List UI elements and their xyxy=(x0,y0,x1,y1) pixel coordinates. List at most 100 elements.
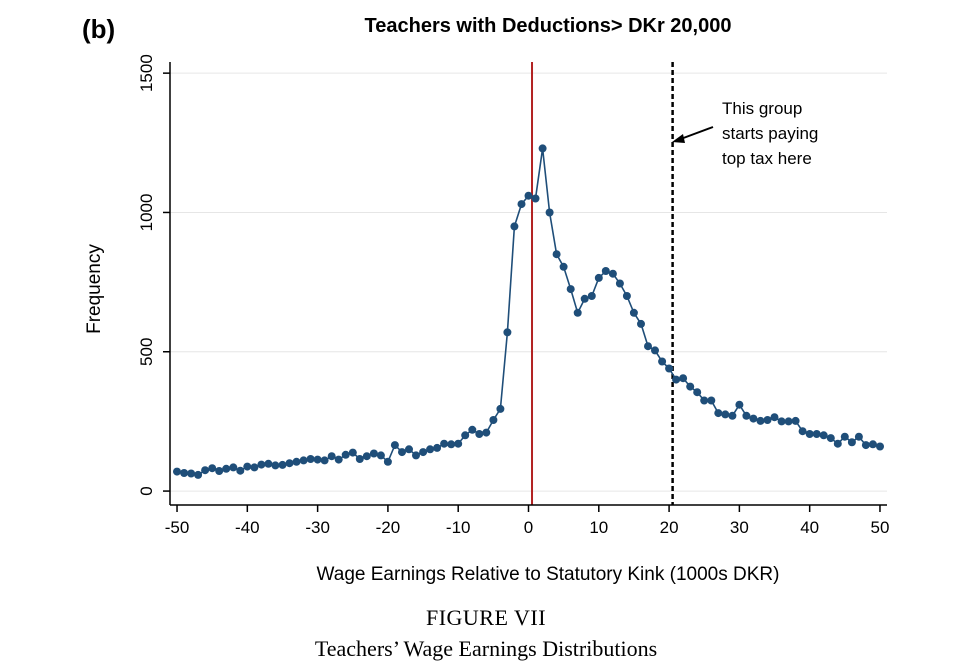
data-point xyxy=(566,285,575,294)
data-point xyxy=(447,440,456,449)
data-point xyxy=(524,191,533,200)
data-point xyxy=(278,460,287,469)
x-tick-label: 30 xyxy=(730,518,749,537)
data-point xyxy=(545,208,554,217)
data-point xyxy=(313,455,322,464)
data-point xyxy=(355,455,364,463)
x-tick-label: -40 xyxy=(235,518,260,537)
series-points xyxy=(173,144,884,479)
data-point xyxy=(714,409,723,418)
data-point xyxy=(383,457,392,466)
x-tick-label: -30 xyxy=(305,518,330,537)
data-point xyxy=(475,430,484,438)
data-point xyxy=(876,442,884,451)
data-point xyxy=(229,463,238,472)
data-point xyxy=(215,467,224,475)
data-point xyxy=(805,430,814,438)
data-point xyxy=(707,396,716,405)
data-point xyxy=(327,452,336,461)
y-axis-label: Frequency xyxy=(84,244,105,334)
x-tick-label: 50 xyxy=(871,518,890,537)
data-point xyxy=(847,438,856,447)
data-point xyxy=(517,200,526,209)
data-point xyxy=(629,308,638,317)
data-point xyxy=(559,262,568,271)
x-axis-label: Wage Earnings Relative to Statutory Kink… xyxy=(317,564,780,585)
data-point xyxy=(777,417,786,426)
data-point xyxy=(250,463,259,472)
grid-lines xyxy=(170,72,887,492)
chart-title: Teachers with Deductions> DKr 20,000 xyxy=(365,15,732,37)
data-point xyxy=(419,448,428,457)
data-point xyxy=(601,267,610,275)
data-point xyxy=(510,222,519,231)
annotation: This group starts paying top tax here xyxy=(672,99,818,168)
y-tick-label: 1000 xyxy=(137,194,156,232)
data-point xyxy=(728,411,737,420)
figure-number: FIGURE VII xyxy=(425,605,547,630)
data-point xyxy=(672,375,681,384)
y-tick-label: 500 xyxy=(137,338,156,366)
data-point xyxy=(861,441,870,450)
data-point xyxy=(756,416,765,425)
data-point xyxy=(376,451,385,460)
x-tick-label: 0 xyxy=(524,518,533,537)
data-point xyxy=(784,417,793,426)
data-point xyxy=(622,292,631,300)
data-point xyxy=(503,328,512,337)
data-point xyxy=(306,455,315,463)
data-point xyxy=(791,416,800,425)
data-point xyxy=(826,434,835,443)
data-point xyxy=(454,439,463,448)
x-tick-label: -20 xyxy=(376,518,401,537)
data-point xyxy=(398,448,406,457)
data-point xyxy=(341,450,350,459)
data-point xyxy=(833,439,842,448)
data-point xyxy=(608,269,617,278)
data-point xyxy=(868,440,877,449)
annotation-line-1: This group xyxy=(722,99,802,118)
data-point xyxy=(763,416,772,424)
data-point xyxy=(482,428,491,437)
data-point xyxy=(812,430,821,438)
data-point xyxy=(538,144,547,153)
data-point xyxy=(854,432,863,441)
data-point xyxy=(320,456,329,465)
data-point xyxy=(390,441,399,450)
data-point xyxy=(637,319,645,328)
x-axis-ticks: -50 -40 -30 -20 -10 0 10 20 30 40 50 xyxy=(165,505,890,537)
x-tick-label: -10 xyxy=(446,518,471,537)
data-point xyxy=(362,452,371,461)
data-point xyxy=(348,448,357,457)
y-tick-label: 0 xyxy=(137,486,156,495)
data-point xyxy=(173,467,181,476)
data-point xyxy=(243,462,252,471)
data-point xyxy=(292,457,301,466)
data-point xyxy=(180,469,189,477)
data-point xyxy=(770,413,779,422)
annotation-line-2: starts paying xyxy=(722,124,818,143)
data-point xyxy=(468,425,477,434)
data-point xyxy=(496,404,505,413)
data-point xyxy=(742,411,751,420)
data-point xyxy=(552,250,561,259)
data-point xyxy=(489,416,498,424)
data-point xyxy=(686,382,695,391)
data-point xyxy=(222,464,231,473)
data-point xyxy=(735,400,744,409)
data-point xyxy=(440,439,449,448)
plot-area: 0 500 1000 1500 -50 -40 -30 -20 -10 0 10 20 30 40 50 xyxy=(137,54,889,537)
data-point xyxy=(412,451,420,460)
data-point xyxy=(573,308,582,317)
data-point xyxy=(658,357,667,366)
x-tick-label: 10 xyxy=(589,518,608,537)
data-point xyxy=(665,364,674,373)
data-point xyxy=(580,294,589,303)
x-tick-label: -50 xyxy=(165,518,190,537)
x-tick-label: 20 xyxy=(660,518,679,537)
annotation-arrow-head xyxy=(672,134,685,143)
y-axis-ticks: 0 500 1000 1500 xyxy=(137,54,170,496)
data-point xyxy=(369,449,378,458)
data-point xyxy=(264,459,273,468)
annotation-line-3: top tax here xyxy=(722,149,812,168)
